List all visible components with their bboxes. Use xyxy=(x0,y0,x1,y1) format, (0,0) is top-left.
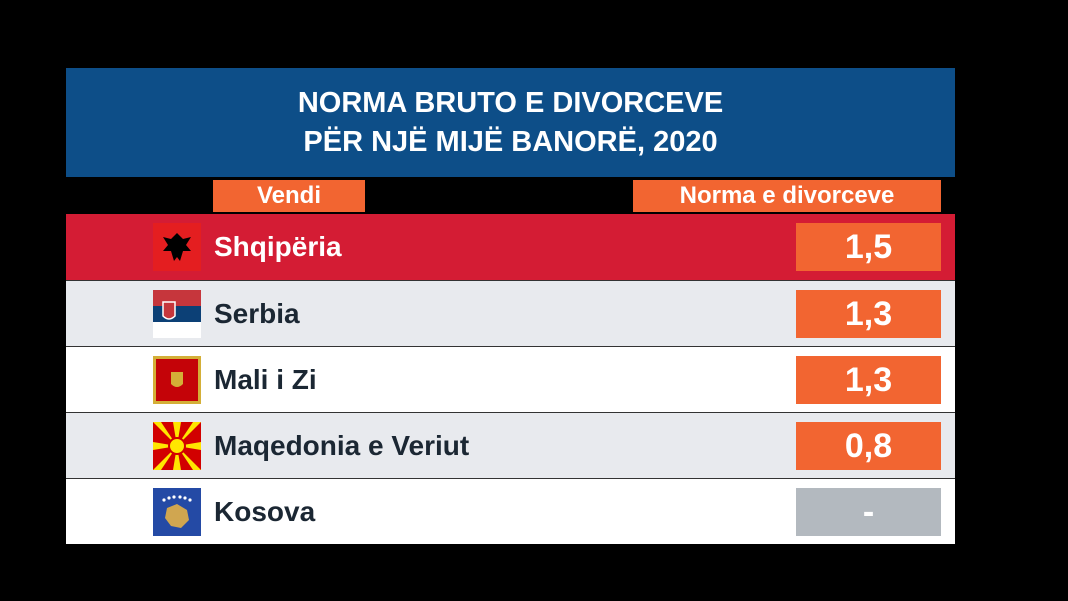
country-name: Serbia xyxy=(214,298,300,329)
country-name: Shqipëria xyxy=(214,231,342,262)
country-name: Maqedonia e Veriut xyxy=(214,430,470,461)
rate-value: 1,3 xyxy=(796,356,941,404)
title-line: NORMA BRUTO E DIVORCEVE xyxy=(297,86,724,119)
column-header: Vendi xyxy=(213,180,365,212)
rate-value: 0,8 xyxy=(796,422,941,470)
title-line: PËR NJË MIJË BANORË, 2020 xyxy=(303,125,718,158)
table-row: Serbia 1,3 xyxy=(66,280,955,346)
table-row: Mali i Zi 1,3 xyxy=(66,346,955,412)
flag xyxy=(153,223,201,271)
country-name: Mali i Zi xyxy=(214,364,317,395)
column-header: Norma e divorceve xyxy=(633,180,941,212)
table-row: Shqipëria 1,5 xyxy=(66,214,955,280)
flag xyxy=(153,422,201,470)
table-row: Maqedonia e Veriut 0,8 xyxy=(66,412,955,478)
table-row: Kosova - xyxy=(66,478,955,544)
rate-value: - xyxy=(796,488,941,536)
flag xyxy=(153,356,201,404)
rate-value: 1,3 xyxy=(796,290,941,338)
title-banner: NORMA BRUTO E DIVORCEVE PËR NJË MIJË BAN… xyxy=(66,68,955,177)
country-name: Kosova xyxy=(214,496,316,527)
flag xyxy=(153,488,201,536)
flag xyxy=(153,290,201,338)
rate-value: 1,5 xyxy=(796,223,941,271)
